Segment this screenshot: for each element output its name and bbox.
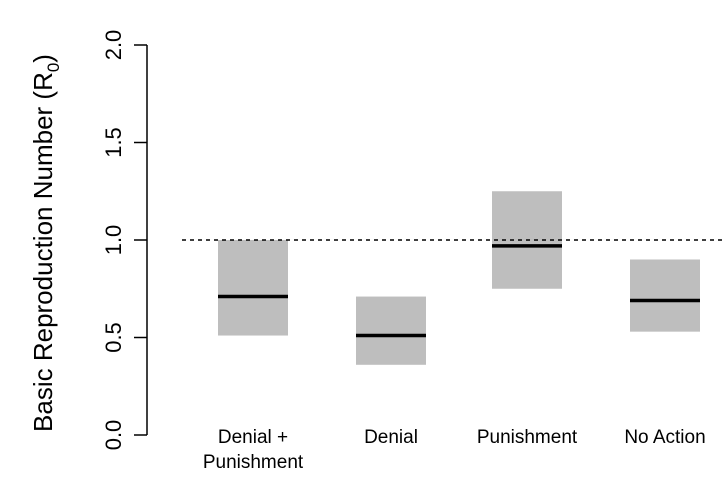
y-axis-label-main: Basic Reproduction Number (R	[28, 72, 58, 432]
category-label: Denial +	[218, 427, 288, 448]
range-box	[630, 259, 700, 332]
y-axis-label: Basic Reproduction Number (R0)	[28, 54, 63, 432]
category-label: Punishment	[203, 452, 304, 473]
y-tick-label: 0.0	[101, 420, 126, 451]
range-box	[218, 240, 288, 336]
boxes	[218, 191, 700, 365]
y-axis-label-close: )	[28, 54, 58, 63]
category-label: No Action	[624, 427, 705, 448]
range-box	[356, 296, 426, 365]
y-axis-label-text: Basic Reproduction Number (R0)	[28, 54, 63, 432]
category-label: Denial	[364, 427, 418, 448]
category-label: Punishment	[477, 427, 578, 448]
x-axis-labels: Denial + Punishment Denial Punishment No Act…	[203, 427, 706, 473]
y-tick-label: 1.5	[101, 127, 126, 158]
y-axis: 0.0 0.5 1.0 1.5 2.0	[101, 30, 148, 451]
y-axis-label-subscript: 0	[44, 63, 63, 72]
y-tick-label: 1.0	[101, 225, 126, 256]
y-tick-label: 2.0	[101, 30, 126, 61]
y-tick-label: 0.5	[101, 322, 126, 353]
